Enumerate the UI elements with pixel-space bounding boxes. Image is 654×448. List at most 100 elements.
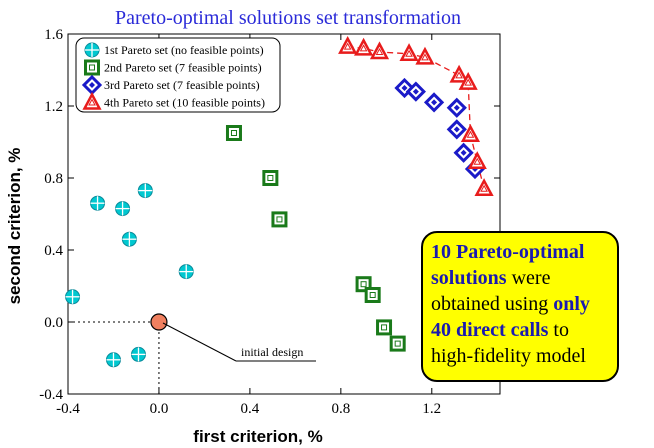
initial-leader-line-1 bbox=[162, 322, 237, 362]
marker-diamond-inner bbox=[89, 82, 95, 88]
marker-square bbox=[364, 287, 381, 303]
marker-triangle-inner bbox=[343, 42, 352, 50]
marker-square-inner bbox=[360, 281, 367, 288]
marker-square bbox=[389, 335, 406, 352]
marker-square-inner bbox=[381, 324, 388, 331]
legend-marker-2 bbox=[84, 59, 100, 76]
series-4-point-6 bbox=[449, 64, 469, 83]
chart-title: Pareto-optimal solutions set transformat… bbox=[115, 7, 461, 29]
marker-square bbox=[262, 170, 279, 186]
legend-label-4: 4th Pareto set (10 feasible points) bbox=[104, 96, 265, 110]
marker-triangle bbox=[369, 41, 390, 60]
series-4-point-1 bbox=[338, 35, 358, 54]
series-1-point-5 bbox=[178, 264, 194, 280]
series-4-point-8 bbox=[460, 124, 481, 143]
marker-triangle-inner bbox=[375, 47, 384, 55]
legend-box bbox=[75, 37, 281, 113]
y-tick-label: 0.0 bbox=[44, 315, 63, 331]
series-4-point-10 bbox=[474, 178, 494, 197]
marker-triangle-inner bbox=[359, 44, 368, 52]
legend-label-3: 3rd Pareto set (7 feasible points) bbox=[104, 78, 260, 92]
series-2-point-2 bbox=[262, 170, 279, 186]
series-2-point-7 bbox=[389, 335, 406, 352]
callout-text-2: to high-fidelity model bbox=[431, 319, 586, 367]
callout-bold-2: only 40 direct calls bbox=[431, 293, 590, 341]
y-tick-label: 1.6 bbox=[44, 27, 63, 43]
marker-triangle bbox=[82, 91, 102, 110]
y-tick-label: -0.4 bbox=[39, 387, 63, 403]
series-layer bbox=[65, 35, 494, 394]
marker-triangle-inner bbox=[405, 49, 413, 57]
marker-diamond-inner bbox=[460, 149, 467, 156]
series-3-point-3 bbox=[423, 92, 445, 113]
marker-triangle-inner bbox=[466, 130, 475, 138]
series-4-point-3 bbox=[369, 41, 390, 60]
series-1-point-3 bbox=[115, 201, 131, 217]
legend-marker-4 bbox=[82, 91, 102, 110]
series-1-point-8 bbox=[130, 346, 146, 362]
callout-box: 10 Pareto-optimal solutions were obtaine… bbox=[421, 231, 619, 382]
marker-square-inner bbox=[276, 216, 283, 223]
series-4-dashed-line bbox=[347, 45, 485, 189]
marker-diamond-inner bbox=[453, 104, 460, 111]
marker-triangle bbox=[458, 71, 478, 90]
legend: 1st Pareto set (no feasible points) 2nd P… bbox=[75, 37, 281, 113]
series-4-point-9 bbox=[467, 151, 487, 170]
marker-triangle-inner bbox=[473, 157, 482, 165]
y-tick-label: 0.4 bbox=[44, 243, 63, 259]
marker-diamond-inner bbox=[453, 126, 460, 133]
callout-text-1: were obtained using bbox=[431, 267, 554, 315]
series-3-point-2 bbox=[405, 81, 426, 102]
callout-bold-1: 10 Pareto-optimal solutions bbox=[431, 241, 585, 289]
marker-triangle-inner bbox=[455, 71, 463, 79]
series-3-point-6 bbox=[453, 142, 474, 163]
marker-triangle bbox=[399, 43, 419, 62]
series-2-point-3 bbox=[271, 211, 288, 228]
series-4-point-5 bbox=[415, 46, 435, 65]
marker-square bbox=[376, 319, 393, 336]
series-4-point-4 bbox=[399, 43, 419, 62]
marker-square-inner bbox=[89, 64, 95, 71]
marker-triangle bbox=[467, 151, 487, 170]
x-tick-label: 0.8 bbox=[331, 401, 350, 417]
legend-label-1: 1st Pareto set (no feasible points) bbox=[104, 43, 264, 57]
series-4-point-7 bbox=[458, 71, 478, 90]
marker-diamond-inner bbox=[412, 88, 419, 95]
x-tick-label: -0.4 bbox=[56, 401, 80, 417]
axes: -0.4 0.0 0.4 0.8 1.2 -0.4 0.0 0.4 0.8 1.2 1.6 bbox=[39, 27, 500, 417]
plot-frame bbox=[67, 33, 501, 395]
y-tick-label: 1.2 bbox=[44, 99, 63, 115]
x-tick-label: 1.2 bbox=[422, 401, 441, 417]
marker-diamond-inner bbox=[401, 85, 408, 91]
marker-triangle bbox=[460, 124, 481, 143]
series-3-point-4 bbox=[446, 97, 467, 118]
legend-label-2: 2nd Pareto set (7 feasible points) bbox=[104, 61, 262, 75]
y-tick-label: 0.8 bbox=[44, 171, 63, 187]
series-3-point-1 bbox=[394, 77, 415, 99]
marker-triangle bbox=[474, 178, 494, 197]
x-tick-label: 0.0 bbox=[150, 401, 169, 417]
marker-triangle bbox=[415, 46, 435, 65]
marker-square-inner bbox=[267, 175, 274, 181]
series-3-point-5 bbox=[446, 119, 467, 140]
marker-triangle bbox=[353, 37, 374, 56]
initial-design-annotation: initial design bbox=[241, 345, 303, 359]
series-4-point-2 bbox=[353, 37, 374, 56]
initial-design-point bbox=[150, 313, 168, 331]
series-1-point-4 bbox=[121, 231, 137, 247]
marker-diamond-inner bbox=[431, 99, 438, 106]
marker-square bbox=[84, 59, 100, 76]
marker-square bbox=[271, 211, 288, 228]
marker-square bbox=[225, 125, 242, 141]
y-axis-label: second criterion, % bbox=[5, 148, 24, 305]
series-2-point-5 bbox=[364, 287, 381, 303]
marker-square-inner bbox=[369, 292, 376, 298]
legend-marker-1 bbox=[84, 42, 100, 58]
series-1-point-7 bbox=[105, 352, 121, 368]
x-tick-label: 0.4 bbox=[241, 401, 260, 417]
series-2-point-1 bbox=[225, 125, 242, 141]
x-axis-label: first criterion, % bbox=[193, 427, 322, 446]
marker-triangle-inner bbox=[88, 98, 96, 106]
marker-triangle-inner bbox=[464, 78, 473, 86]
